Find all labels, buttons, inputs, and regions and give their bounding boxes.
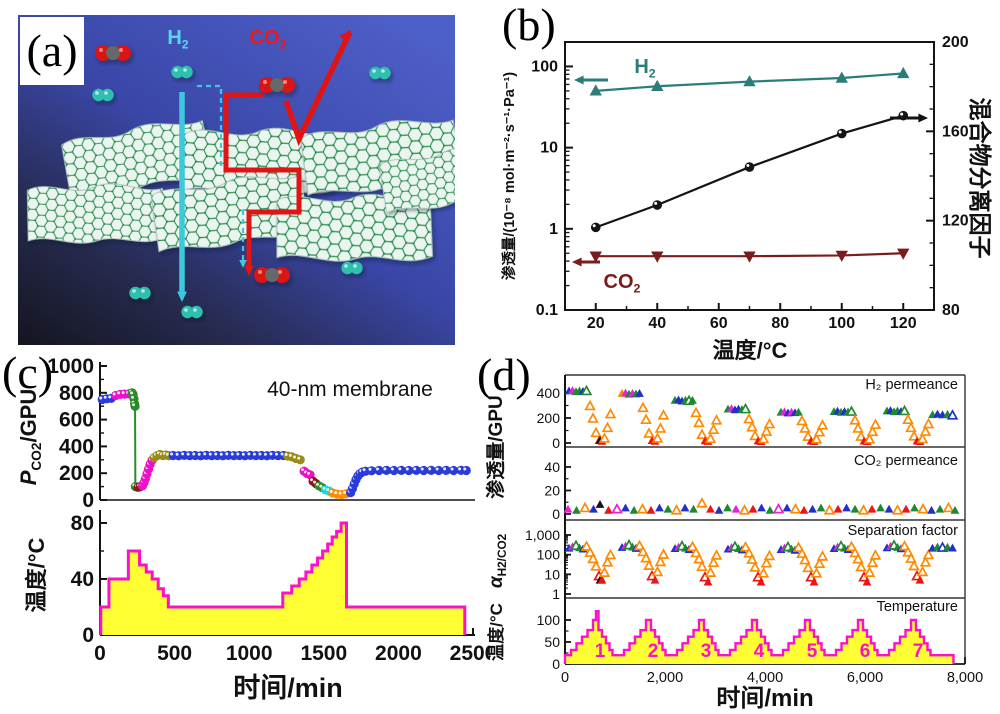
svg-text:5: 5 — [807, 641, 818, 662]
svg-text:20: 20 — [544, 483, 560, 499]
svg-text:400: 400 — [537, 385, 561, 401]
panel-a-letter: (a) — [26, 25, 78, 76]
svg-text:0: 0 — [94, 642, 106, 665]
svg-text:100: 100 — [828, 315, 855, 332]
svg-text:渗透量/GPU: 渗透量/GPU — [484, 395, 507, 498]
svg-text:2: 2 — [648, 641, 659, 662]
svg-text:800: 800 — [59, 382, 94, 405]
svg-text:80: 80 — [942, 302, 960, 319]
panel-b-letter: (b) — [502, 0, 556, 50]
svg-text:2500: 2500 — [450, 642, 490, 665]
panel-a-illustration: H2 CO2 — [18, 15, 455, 345]
svg-text:CO₂ permeance: CO₂ permeance — [854, 453, 958, 469]
svg-text:40-nm membrane: 40-nm membrane — [267, 378, 433, 401]
svg-text:100: 100 — [537, 612, 561, 628]
svg-text:温度/°C: 温度/°C — [24, 537, 49, 612]
svg-text:H2: H2 — [167, 27, 188, 51]
svg-text:8,000: 8,000 — [947, 670, 983, 686]
svg-text:100: 100 — [537, 547, 561, 563]
panel-d-letter: (d) — [477, 349, 531, 400]
svg-text:1000: 1000 — [47, 355, 94, 378]
svg-text:600: 600 — [59, 409, 94, 432]
svg-text:400: 400 — [59, 435, 94, 458]
svg-text:0: 0 — [552, 656, 560, 672]
svg-text:Temperature: Temperature — [877, 599, 958, 615]
svg-text:渗透量/(10⁻⁸ mol·m⁻²·s⁻¹·Pa⁻¹): 渗透量/(10⁻⁸ mol·m⁻²·s⁻¹·Pa⁻¹) — [500, 72, 518, 280]
svg-text:1500: 1500 — [300, 642, 347, 665]
svg-text:6: 6 — [860, 641, 871, 662]
svg-text:4: 4 — [754, 641, 765, 662]
svg-text:温度/°C: 温度/°C — [486, 603, 506, 661]
svg-text:200: 200 — [537, 410, 561, 426]
svg-text:20: 20 — [587, 315, 605, 332]
svg-text:Separation factor: Separation factor — [848, 523, 959, 539]
svg-text:时间/min: 时间/min — [233, 673, 343, 703]
svg-text:120: 120 — [942, 213, 969, 230]
svg-text:60: 60 — [710, 315, 728, 332]
svg-text:3: 3 — [701, 641, 712, 662]
svg-text:2,000: 2,000 — [647, 670, 683, 686]
svg-text:CO2: CO2 — [250, 27, 287, 51]
svg-text:120: 120 — [890, 315, 917, 332]
panel-d-chart: 0 200 400 0 20 40 1 10 100 1,000 0 50 100 0 2,000 4,000… — [484, 374, 983, 712]
panel-b-chart: 20 40 60 80 100 120 0.1 1 10 100 80 120 160 200 渗透量/(1… — [500, 34, 993, 363]
svg-text:7: 7 — [913, 641, 924, 662]
svg-text:时间/min: 时间/min — [716, 685, 813, 712]
svg-text:温度/°C: 温度/°C — [713, 338, 788, 363]
svg-text:500: 500 — [157, 642, 192, 665]
svg-text:200: 200 — [59, 462, 94, 485]
svg-text:80: 80 — [771, 315, 789, 332]
svg-text:0: 0 — [552, 506, 560, 522]
svg-text:10: 10 — [544, 566, 560, 582]
svg-text:CO2: CO2 — [604, 271, 641, 295]
svg-text:1,000: 1,000 — [525, 527, 560, 543]
svg-text:αH2/CO2: αH2/CO2 — [486, 533, 509, 588]
svg-text:H2: H2 — [634, 56, 655, 80]
svg-text:1000: 1000 — [226, 642, 273, 665]
svg-text:10: 10 — [540, 140, 558, 157]
svg-text:2000: 2000 — [375, 642, 422, 665]
svg-text:1: 1 — [549, 221, 558, 238]
panel-c-letter: (c) — [2, 347, 54, 398]
svg-text:4,000: 4,000 — [747, 670, 783, 686]
svg-text:0.1: 0.1 — [536, 302, 558, 319]
svg-text:0: 0 — [82, 624, 94, 647]
svg-text:H₂ permeance: H₂ permeance — [865, 377, 958, 393]
panel-a-label-box: (a) — [20, 17, 84, 85]
svg-text:80: 80 — [71, 512, 94, 535]
svg-text:40: 40 — [71, 568, 94, 591]
svg-text:40: 40 — [544, 459, 560, 475]
svg-text:40: 40 — [648, 315, 666, 332]
svg-text:0: 0 — [561, 670, 569, 686]
svg-text:混合物分离因子: 混合物分离因子 — [967, 98, 993, 259]
svg-text:200: 200 — [942, 34, 969, 51]
svg-text:50: 50 — [544, 634, 560, 650]
svg-text:PCO2/GPU: PCO2/GPU — [16, 389, 44, 486]
svg-text:0: 0 — [82, 489, 94, 512]
svg-text:0: 0 — [552, 435, 560, 451]
svg-text:100: 100 — [531, 58, 558, 75]
svg-text:1: 1 — [595, 641, 606, 662]
svg-text:6,000: 6,000 — [847, 670, 883, 686]
svg-text:160: 160 — [942, 123, 969, 140]
svg-text:1: 1 — [552, 586, 560, 602]
